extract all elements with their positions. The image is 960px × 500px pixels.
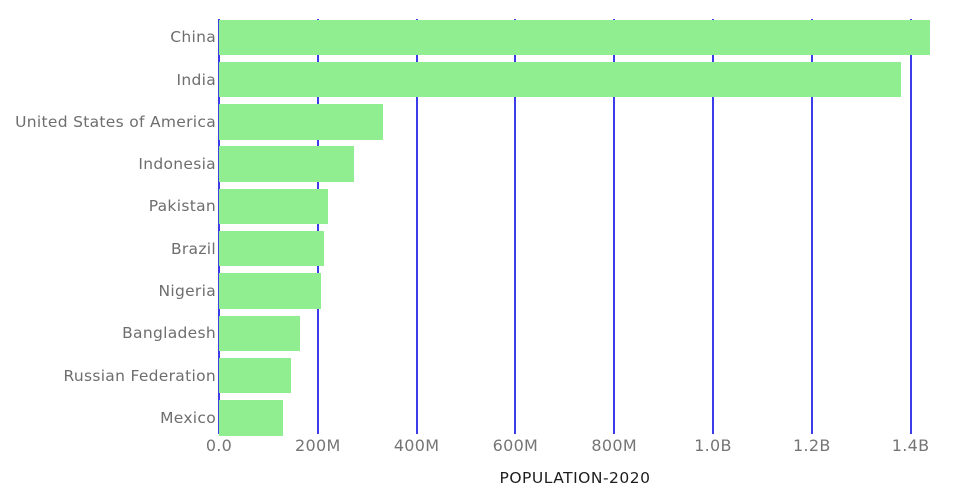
- x-tick-label: 1.2B: [792, 436, 831, 455]
- category-label: Russian Federation: [63, 366, 216, 385]
- gridline-200M: [316, 19, 319, 434]
- category-label: Brazil: [170, 239, 216, 258]
- category-label: Nigeria: [158, 282, 216, 301]
- table-row: India: [0, 61, 960, 98]
- x-tick-label: 200M: [295, 436, 341, 455]
- x-tick-label: 1.4B: [891, 436, 930, 455]
- table-row: Mexico: [0, 400, 960, 436]
- gridline-800M: [613, 19, 616, 434]
- gridline-400M: [415, 19, 418, 434]
- bar-india[interactable]: [219, 61, 901, 98]
- x-axis-title: POPULATION-2020: [499, 469, 651, 487]
- bar-nigeria[interactable]: [219, 273, 321, 309]
- bar-pakistan[interactable]: [219, 188, 329, 225]
- bar-mexico[interactable]: [219, 400, 283, 436]
- table-row: United States of America: [0, 104, 960, 140]
- bar-china[interactable]: [219, 19, 931, 55]
- x-tick-label: 400M: [393, 436, 440, 455]
- bar-bangladesh[interactable]: [219, 315, 301, 352]
- bar-united-states-of-america[interactable]: [219, 104, 383, 140]
- x-tick-label: 600M: [492, 436, 539, 455]
- category-label: Pakistan: [148, 197, 216, 216]
- gridline-1.4B: [909, 19, 912, 434]
- table-row: Brazil: [0, 230, 960, 267]
- category-label: Bangladesh: [122, 324, 216, 343]
- table-row: Indonesia: [0, 146, 960, 182]
- bar-russian-federation[interactable]: [219, 357, 292, 394]
- table-row: Nigeria: [0, 273, 960, 309]
- x-tick-label: 0.0: [205, 436, 233, 455]
- table-row: China: [0, 19, 960, 55]
- gridline-1.0B: [712, 19, 714, 434]
- x-axis-tick-labels: 0.0 200M 400M 600M 800M 1.0B 1.2B 1.4B: [206, 436, 944, 456]
- table-row: Pakistan: [0, 188, 960, 225]
- gridline-600M: [514, 19, 517, 434]
- x-tick-label: 800M: [591, 436, 637, 455]
- category-label: Indonesia: [138, 155, 216, 174]
- table-row: Russian Federation: [0, 357, 960, 394]
- category-label: China: [170, 28, 216, 47]
- table-row: Bangladesh: [0, 315, 960, 352]
- bar-rows: China India United States of America Indone…: [0, 19, 960, 443]
- gridline-1.2B: [810, 19, 813, 434]
- gridline-0.0: [218, 19, 220, 434]
- x-tick-label: 1.0B: [694, 436, 732, 455]
- category-label: United States of America: [15, 112, 216, 131]
- bar-brazil[interactable]: [219, 230, 324, 267]
- category-label: India: [176, 70, 216, 89]
- bar-indonesia[interactable]: [219, 146, 355, 182]
- gridlines: [218, 19, 944, 434]
- category-label: Mexico: [160, 408, 216, 427]
